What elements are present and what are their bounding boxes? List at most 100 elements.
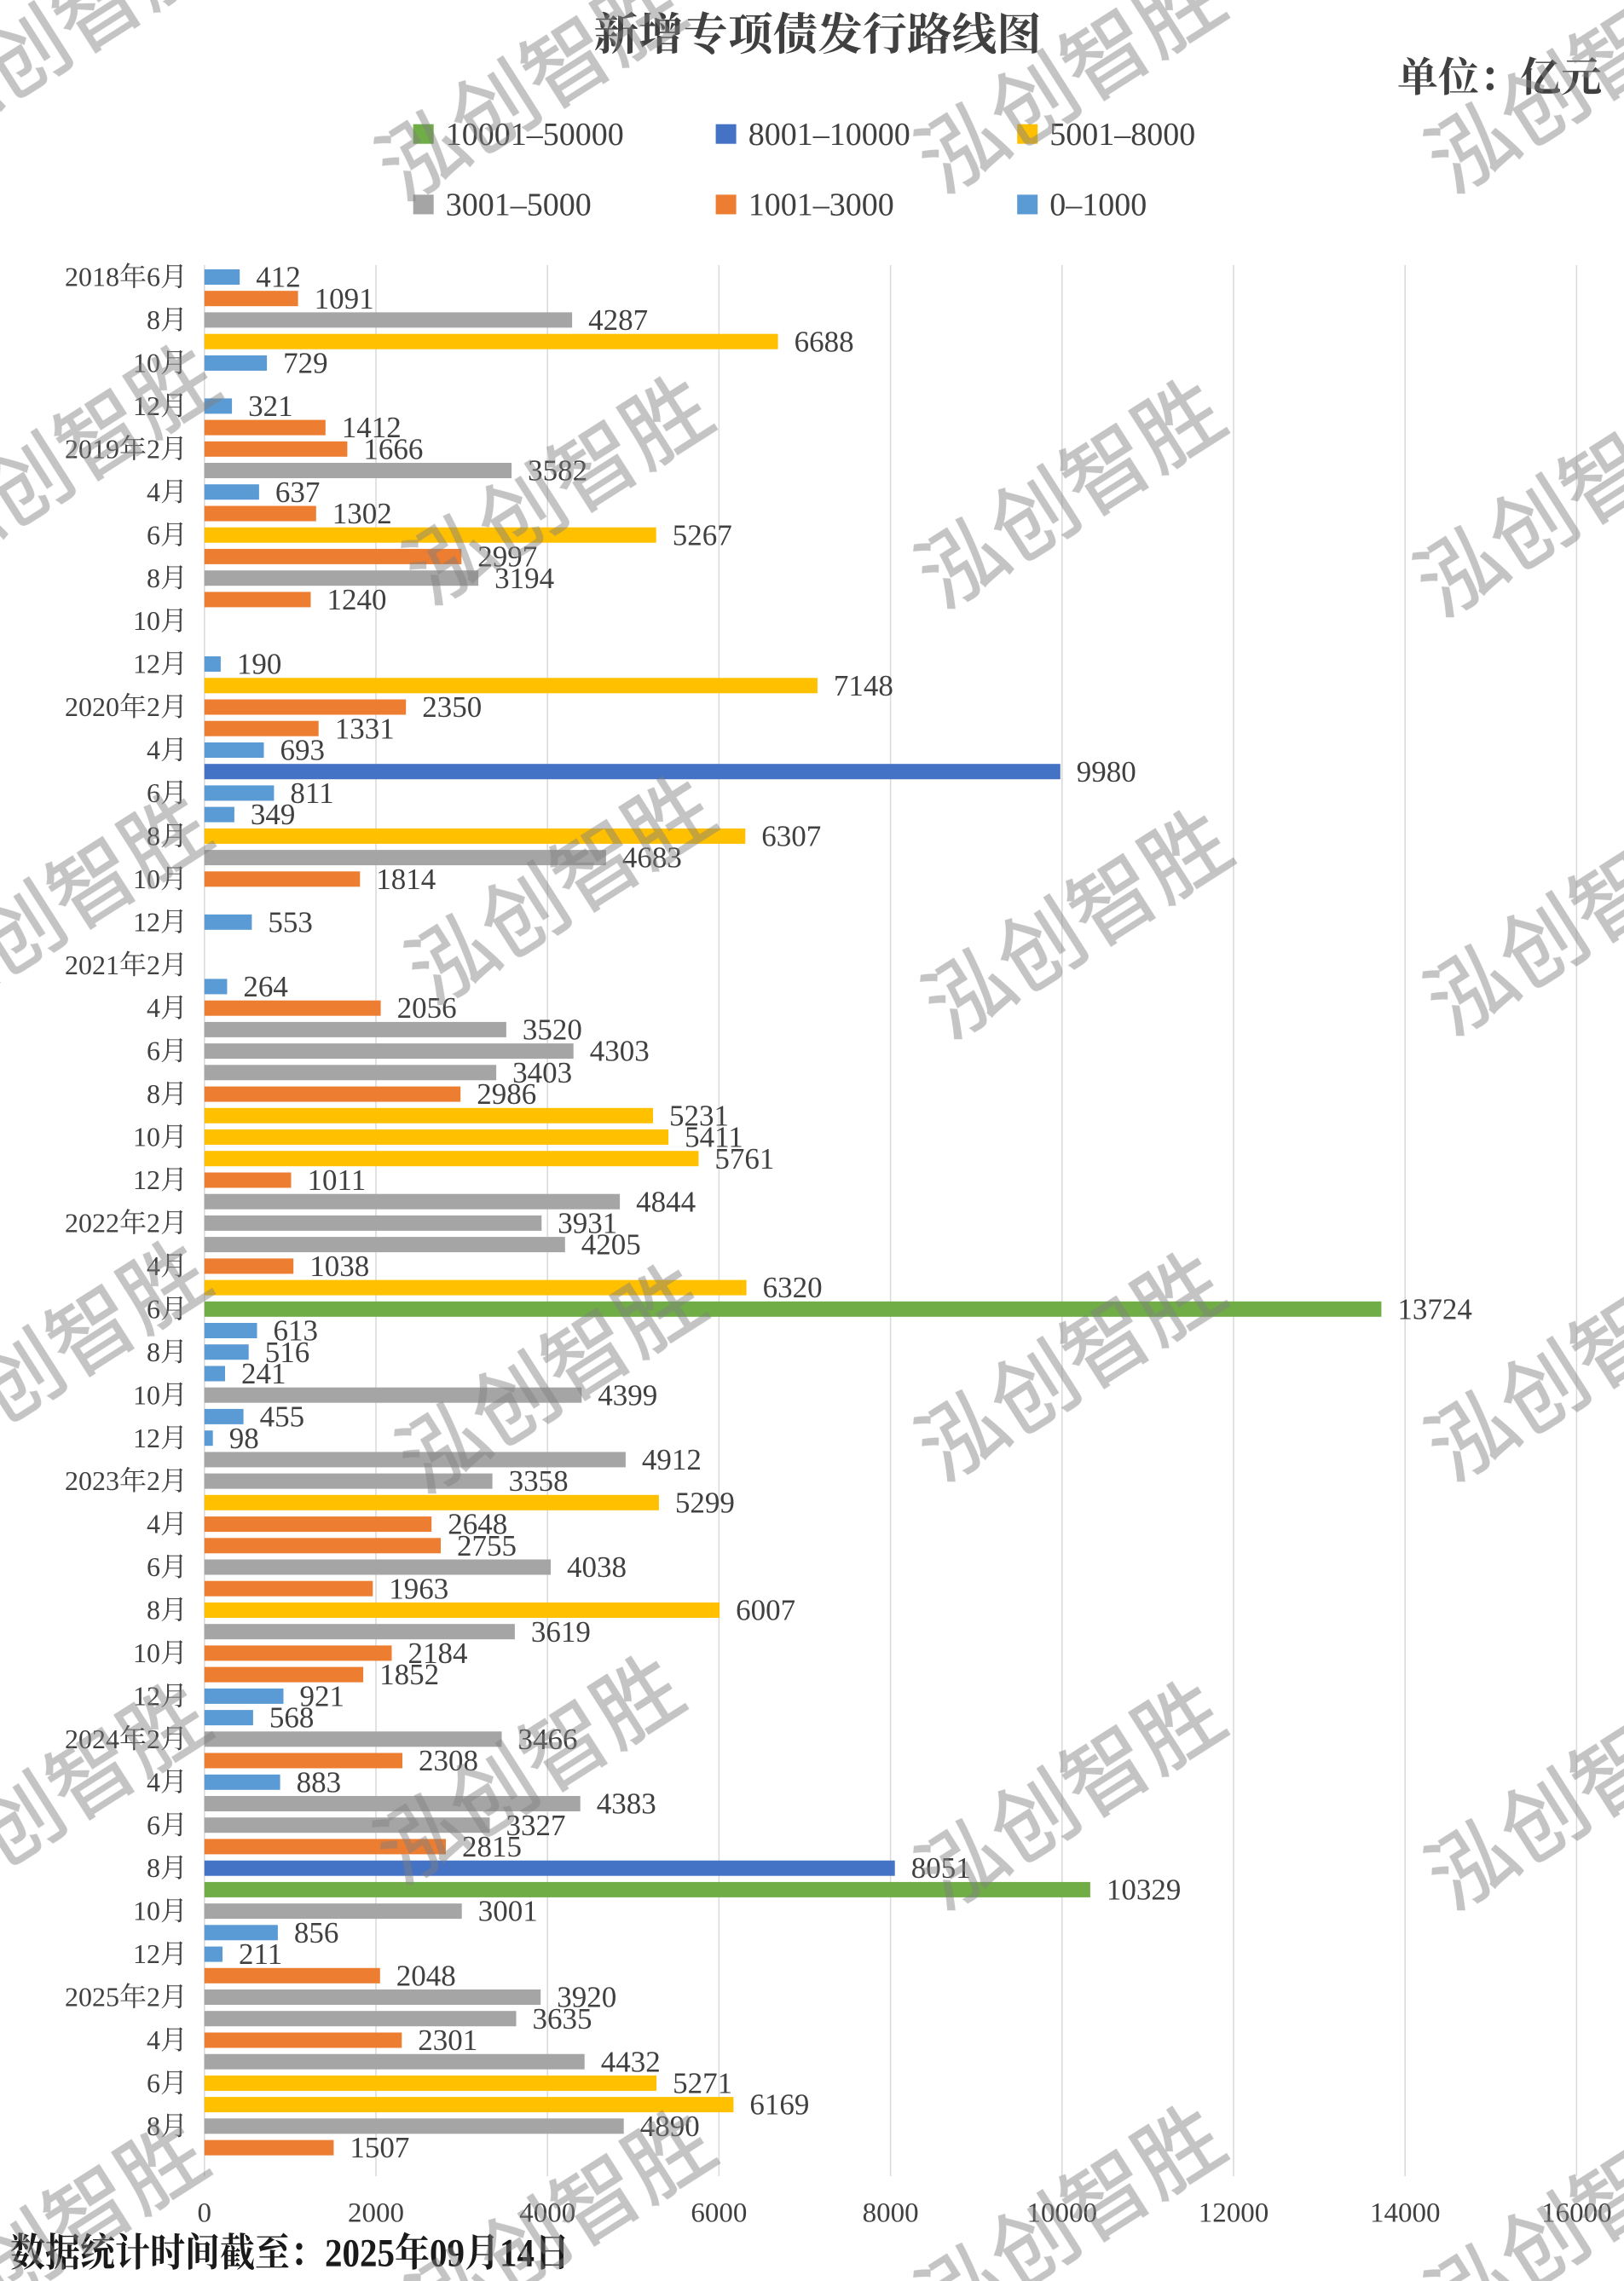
- svg-text:211: 211: [239, 1937, 282, 1971]
- svg-text:4: 4: [147, 1509, 160, 1539]
- svg-text:8001–10000: 8001–10000: [748, 117, 910, 153]
- svg-text:12: 12: [133, 1423, 160, 1453]
- svg-text:4: 4: [147, 2024, 160, 2055]
- svg-text:4844: 4844: [636, 1185, 696, 1218]
- svg-text:12: 12: [133, 906, 160, 937]
- svg-text:2755: 2755: [457, 1529, 517, 1562]
- svg-text:5411: 5411: [685, 1121, 743, 1154]
- svg-text:8: 8: [147, 1595, 160, 1626]
- svg-text:13724: 13724: [1397, 1292, 1472, 1325]
- svg-text:6: 6: [147, 1810, 160, 1840]
- svg-text:4205: 4205: [581, 1228, 641, 1262]
- svg-text:8: 8: [147, 1078, 160, 1109]
- svg-text:9980: 9980: [1077, 755, 1136, 788]
- svg-text:455: 455: [260, 1400, 305, 1434]
- svg-text:637: 637: [275, 476, 321, 509]
- svg-text:6: 6: [147, 1551, 160, 1582]
- svg-text:6007: 6007: [736, 1594, 795, 1627]
- svg-text:2184: 2184: [408, 1637, 468, 1670]
- svg-text:3001: 3001: [478, 1895, 538, 1928]
- svg-text:1963: 1963: [389, 1572, 448, 1605]
- svg-text:8: 8: [147, 304, 160, 335]
- svg-text:5267: 5267: [673, 518, 732, 551]
- svg-text:6000: 6000: [691, 2198, 747, 2229]
- svg-text:553: 553: [268, 905, 313, 938]
- svg-text:811: 811: [290, 777, 333, 810]
- svg-text:241: 241: [241, 1357, 286, 1390]
- svg-text:264: 264: [243, 970, 288, 1003]
- svg-text:2: 2: [147, 1208, 160, 1239]
- svg-text:1011: 1011: [308, 1164, 367, 1197]
- svg-text:4: 4: [147, 476, 160, 507]
- svg-text:693: 693: [280, 734, 326, 767]
- svg-text:5299: 5299: [675, 1486, 735, 1519]
- svg-text:2: 2: [147, 1465, 160, 1496]
- svg-text:12: 12: [133, 1164, 160, 1195]
- svg-text:6169: 6169: [749, 2088, 809, 2122]
- svg-text:516: 516: [265, 1336, 310, 1369]
- svg-text:1240: 1240: [327, 583, 387, 616]
- svg-text:2023: 2023: [65, 1465, 119, 1496]
- svg-text:4432: 4432: [601, 2045, 661, 2078]
- svg-text:3327: 3327: [506, 1809, 566, 1842]
- svg-text:4038: 4038: [567, 1551, 627, 1584]
- svg-text:2: 2: [147, 950, 160, 980]
- svg-text:2: 2: [147, 1982, 160, 2012]
- svg-text:10329: 10329: [1107, 1874, 1182, 1907]
- svg-text:321: 321: [248, 390, 293, 423]
- svg-text:5001–8000: 5001–8000: [1049, 117, 1195, 153]
- svg-text:4287: 4287: [588, 303, 648, 337]
- svg-text:8000: 8000: [863, 2198, 919, 2229]
- svg-text:5231: 5231: [669, 1099, 729, 1132]
- svg-text:8: 8: [147, 1337, 160, 1367]
- svg-text:2018: 2018: [65, 262, 119, 292]
- svg-text:4912: 4912: [642, 1443, 702, 1476]
- svg-text:4399: 4399: [598, 1378, 657, 1412]
- svg-text:3619: 3619: [531, 1615, 591, 1649]
- svg-text:10: 10: [133, 1379, 160, 1410]
- svg-text:8: 8: [147, 563, 160, 593]
- svg-text:349: 349: [251, 798, 296, 831]
- svg-text:3635: 3635: [533, 2002, 592, 2036]
- svg-text:2025: 2025: [325, 2232, 395, 2275]
- svg-text:4: 4: [147, 992, 160, 1023]
- svg-text:2022: 2022: [65, 1208, 119, 1239]
- svg-text:3403: 3403: [512, 1056, 572, 1089]
- svg-text:8: 8: [147, 1852, 160, 1883]
- svg-text:1852: 1852: [379, 1658, 439, 1691]
- svg-text:6307: 6307: [761, 820, 821, 853]
- svg-text:4303: 4303: [590, 1035, 650, 1068]
- svg-text:6688: 6688: [795, 325, 854, 358]
- svg-text:1814: 1814: [376, 863, 436, 896]
- svg-text:10: 10: [133, 605, 160, 636]
- svg-text:6: 6: [147, 1036, 160, 1066]
- svg-text:1038: 1038: [309, 1250, 369, 1283]
- svg-text:1091: 1091: [315, 282, 374, 315]
- svg-text:2020: 2020: [65, 691, 119, 722]
- svg-text:5271: 5271: [673, 2067, 732, 2100]
- svg-text:2: 2: [147, 691, 160, 722]
- svg-text:2056: 2056: [397, 991, 457, 1025]
- svg-text:98: 98: [229, 1422, 259, 1455]
- svg-text:10: 10: [133, 1122, 160, 1152]
- svg-text:921: 921: [300, 1680, 345, 1713]
- svg-text:2350: 2350: [422, 690, 482, 724]
- svg-text:3520: 3520: [523, 1013, 582, 1047]
- svg-text:1507: 1507: [350, 2131, 409, 2164]
- svg-text:0–1000: 0–1000: [1049, 188, 1147, 223]
- svg-text:0: 0: [198, 2198, 212, 2229]
- svg-text:3920: 3920: [557, 1981, 616, 2014]
- svg-text:412: 412: [256, 261, 301, 294]
- svg-text:3001–5000: 3001–5000: [446, 188, 592, 223]
- svg-text:1666: 1666: [363, 432, 423, 465]
- svg-text:883: 883: [297, 1765, 342, 1799]
- svg-text:190: 190: [237, 648, 282, 681]
- svg-text:2986: 2986: [477, 1077, 536, 1111]
- svg-text:2: 2: [147, 433, 160, 464]
- svg-text:5761: 5761: [714, 1142, 774, 1175]
- svg-text:2648: 2648: [448, 1508, 507, 1541]
- svg-text:3194: 3194: [494, 562, 554, 595]
- svg-text:7148: 7148: [834, 669, 893, 702]
- svg-text:6: 6: [147, 519, 160, 550]
- svg-text:2000: 2000: [348, 2198, 404, 2229]
